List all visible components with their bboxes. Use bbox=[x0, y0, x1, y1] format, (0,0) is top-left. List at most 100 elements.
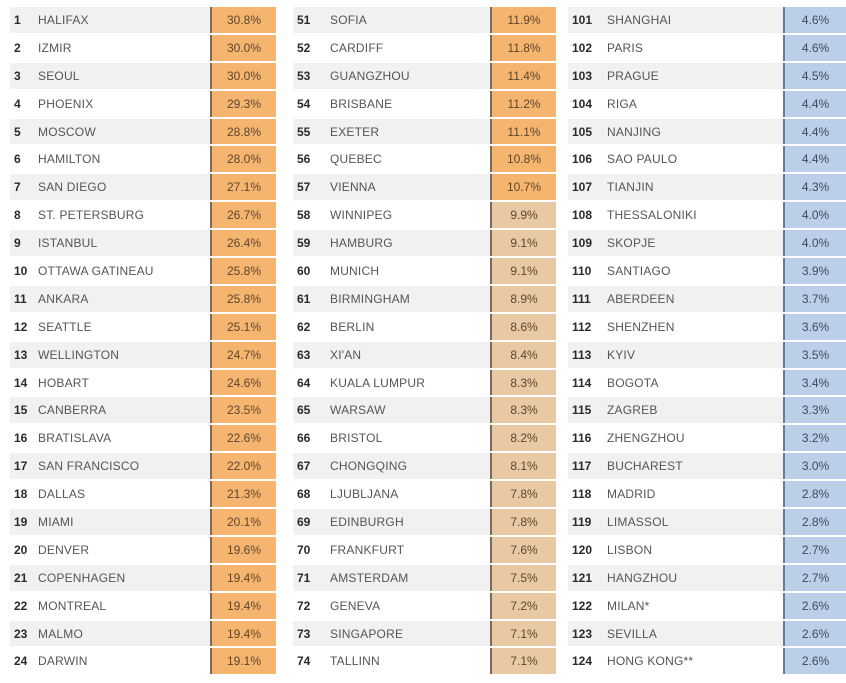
city-name: SAO PAULO bbox=[607, 152, 678, 167]
row-stripe bbox=[568, 564, 783, 591]
city-name: COPENHAGEN bbox=[38, 570, 126, 585]
row-stripe bbox=[568, 620, 783, 647]
row-stripe bbox=[293, 174, 490, 201]
value-cell: 3.4% bbox=[783, 369, 846, 396]
row-stripe bbox=[10, 285, 210, 312]
value-cell: 22.6% bbox=[210, 425, 276, 452]
rank: 67 bbox=[297, 459, 311, 474]
row-stripe bbox=[293, 7, 490, 33]
rank: 54 bbox=[297, 96, 311, 111]
rank: 68 bbox=[297, 487, 311, 502]
table-row: 57 VIENNA 10.7% bbox=[285, 173, 565, 201]
value-cell: 26.4% bbox=[210, 230, 276, 257]
row-stripe bbox=[568, 341, 783, 368]
value-cell: 2.6% bbox=[783, 620, 846, 647]
rank: 113 bbox=[572, 347, 592, 362]
table-row: 51 SOFIA 11.9% bbox=[285, 6, 565, 34]
city-name: IZMIR bbox=[38, 40, 72, 55]
row-stripe bbox=[10, 230, 210, 257]
row-stripe bbox=[568, 35, 783, 61]
table-row: 105 NANJING 4.4% bbox=[560, 118, 846, 146]
table-row: 14 HOBART 24.6% bbox=[0, 369, 280, 397]
table-row: 53 GUANGZHOU 11.4% bbox=[285, 62, 565, 90]
city-name: TIANJIN bbox=[607, 180, 654, 195]
city-name: HAMILTON bbox=[38, 152, 101, 167]
city-name: BERLIN bbox=[330, 319, 375, 334]
value-cell: 8.9% bbox=[490, 285, 556, 312]
table-row: 116 ZHENGZHOU 3.2% bbox=[560, 424, 846, 452]
row-stripe bbox=[293, 509, 490, 535]
rank: 110 bbox=[572, 263, 592, 278]
value-cell: 30.0% bbox=[210, 62, 276, 89]
city-name: MADRID bbox=[607, 487, 656, 502]
value-cell: 19.4% bbox=[210, 564, 276, 591]
city-name: ABERDEEN bbox=[607, 291, 675, 306]
table-row: 3 SEOUL 30.0% bbox=[0, 62, 280, 90]
row-stripe bbox=[10, 174, 210, 201]
rank: 14 bbox=[14, 375, 28, 390]
value-cell: 4.6% bbox=[783, 7, 846, 33]
value-cell: 3.6% bbox=[783, 313, 846, 340]
row-stripe bbox=[10, 118, 210, 145]
city-name: SAN DIEGO bbox=[38, 180, 107, 195]
table-row: 108 THESSALONIKI 4.0% bbox=[560, 201, 846, 229]
rank: 102 bbox=[572, 40, 593, 55]
rank: 116 bbox=[572, 431, 592, 446]
value-cell: 8.3% bbox=[490, 397, 556, 424]
row-stripe bbox=[568, 62, 783, 89]
city-name: KUALA LUMPUR bbox=[330, 375, 426, 390]
city-name: WINNIPEG bbox=[330, 208, 393, 223]
city-name: CHONGQING bbox=[330, 459, 408, 474]
rank: 19 bbox=[14, 514, 28, 529]
city-name: LJUBLJANA bbox=[330, 487, 399, 502]
value-cell: 2.6% bbox=[783, 648, 846, 675]
table-row: 18 DALLAS 21.3% bbox=[0, 480, 280, 508]
row-stripe bbox=[568, 593, 783, 619]
table-row: 65 WARSAW 8.3% bbox=[285, 396, 565, 424]
row-stripe bbox=[568, 481, 783, 507]
city-name: HONG KONG** bbox=[607, 654, 694, 669]
city-name: MONTREAL bbox=[38, 598, 107, 613]
table-row: 23 MALMO 19.4% bbox=[0, 620, 280, 648]
city-name: HAMBURG bbox=[330, 236, 393, 251]
row-stripe bbox=[10, 509, 210, 535]
table-row: 64 KUALA LUMPUR 8.3% bbox=[285, 369, 565, 397]
table-row: 61 BIRMINGHAM 8.9% bbox=[285, 285, 565, 313]
value-cell: 2.8% bbox=[783, 481, 846, 508]
value-cell: 7.1% bbox=[490, 648, 556, 675]
city-name: MOSCOW bbox=[38, 124, 96, 139]
city-name: PHOENIX bbox=[38, 96, 94, 111]
value-cell: 3.5% bbox=[783, 341, 846, 368]
rank: 10 bbox=[14, 263, 28, 278]
table-row: 68 LJUBLJANA 7.8% bbox=[285, 480, 565, 508]
table-row: 109 SKOPJE 4.0% bbox=[560, 229, 846, 257]
rank: 106 bbox=[572, 152, 593, 167]
rank: 3 bbox=[14, 68, 21, 83]
row-stripe bbox=[568, 397, 783, 424]
rank: 8 bbox=[14, 208, 21, 223]
city-name: MIAMI bbox=[38, 514, 74, 529]
rank: 16 bbox=[14, 431, 28, 446]
ranking-column-1: 1 HALIFAX 30.8% 2 IZMIR 30.0% 3 SEOUL 30.0% 4 PHOE… bbox=[0, 6, 280, 675]
rank: 101 bbox=[572, 12, 593, 27]
table-row: 19 MIAMI 20.1% bbox=[0, 508, 280, 536]
value-cell: 9.1% bbox=[490, 230, 556, 257]
table-row: 122 MILAN* 2.6% bbox=[560, 592, 846, 620]
value-cell: 4.6% bbox=[783, 34, 846, 61]
city-name: ZHENGZHOU bbox=[607, 431, 685, 446]
city-name: DENVER bbox=[38, 542, 90, 557]
rank: 9 bbox=[14, 236, 21, 251]
rank: 69 bbox=[297, 514, 311, 529]
value-cell: 3.2% bbox=[783, 425, 846, 452]
city-name: SEOUL bbox=[38, 68, 80, 83]
table-row: 103 PRAGUE 4.5% bbox=[560, 62, 846, 90]
value-cell: 2.7% bbox=[783, 536, 846, 563]
rank: 12 bbox=[14, 319, 28, 334]
table-row: 118 MADRID 2.8% bbox=[560, 480, 846, 508]
table-row: 70 FRANKFURT 7.6% bbox=[285, 536, 565, 564]
rank: 64 bbox=[297, 375, 311, 390]
table-row: 8 ST. PETERSBURG 26.7% bbox=[0, 201, 280, 229]
city-name: KYIV bbox=[607, 347, 636, 362]
rank: 74 bbox=[297, 654, 311, 669]
row-stripe bbox=[568, 370, 783, 396]
